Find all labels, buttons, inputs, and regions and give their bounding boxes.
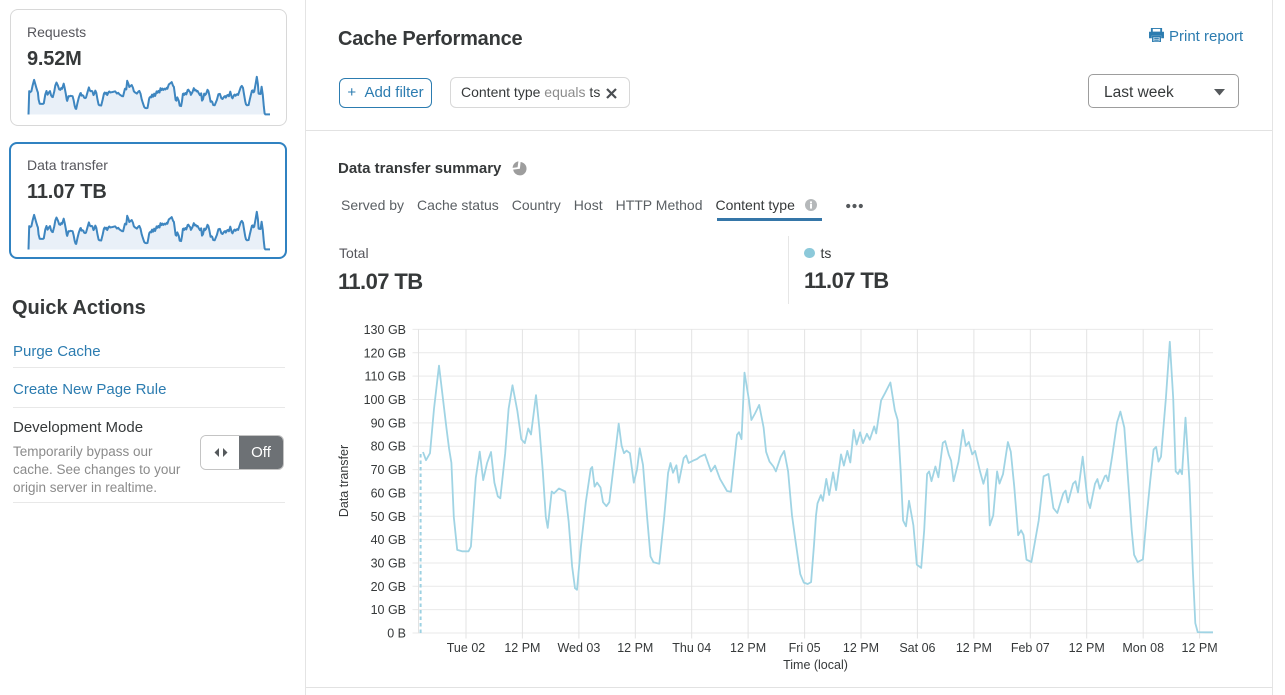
svg-text:100 GB: 100 GB — [364, 393, 406, 407]
svg-text:50 GB: 50 GB — [371, 510, 406, 524]
svg-text:Fri 05: Fri 05 — [789, 641, 821, 655]
svg-text:12 PM: 12 PM — [617, 641, 653, 655]
svg-text:Thu 04: Thu 04 — [672, 641, 711, 655]
svg-text:0 B: 0 B — [387, 627, 406, 641]
svg-text:80 GB: 80 GB — [371, 440, 406, 454]
svg-text:Time (local): Time (local) — [783, 658, 848, 672]
svg-text:12 PM: 12 PM — [1069, 641, 1105, 655]
svg-text:70 GB: 70 GB — [371, 463, 406, 477]
svg-text:12 PM: 12 PM — [504, 641, 540, 655]
svg-text:Tue 02: Tue 02 — [447, 641, 486, 655]
svg-text:60 GB: 60 GB — [371, 486, 406, 500]
svg-text:Wed 03: Wed 03 — [557, 641, 600, 655]
svg-text:40 GB: 40 GB — [371, 533, 406, 547]
svg-text:Feb 07: Feb 07 — [1011, 641, 1050, 655]
svg-text:20 GB: 20 GB — [371, 580, 406, 594]
svg-text:12 PM: 12 PM — [730, 641, 766, 655]
svg-text:10 GB: 10 GB — [371, 603, 406, 617]
svg-text:12 PM: 12 PM — [1182, 641, 1218, 655]
svg-text:12 PM: 12 PM — [956, 641, 992, 655]
svg-text:90 GB: 90 GB — [371, 416, 406, 430]
svg-text:Sat 06: Sat 06 — [899, 641, 935, 655]
svg-text:130 GB: 130 GB — [364, 323, 406, 337]
svg-text:Mon 08: Mon 08 — [1122, 641, 1164, 655]
svg-text:120 GB: 120 GB — [364, 346, 406, 360]
svg-text:30 GB: 30 GB — [371, 557, 406, 571]
svg-text:12 PM: 12 PM — [843, 641, 879, 655]
svg-text:Data transfer: Data transfer — [337, 445, 351, 517]
svg-text:110 GB: 110 GB — [365, 370, 406, 384]
